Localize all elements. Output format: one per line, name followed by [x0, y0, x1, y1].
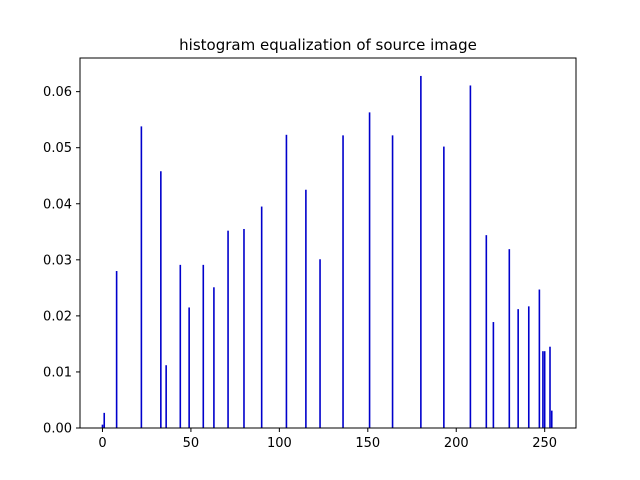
x-tick-label: 200 — [444, 436, 469, 451]
plot-frame — [79, 57, 577, 429]
histogram-bar — [140, 126, 143, 428]
y-tick-label: 0.02 — [43, 309, 72, 324]
histogram-bar — [101, 424, 104, 428]
histogram-bar — [485, 235, 488, 428]
y-tick-label: 0.06 — [43, 85, 72, 100]
y-tick-label: 0.03 — [43, 253, 72, 268]
histogram-bar — [550, 410, 553, 428]
y-tick-label: 0.04 — [43, 197, 72, 212]
histogram-bar — [543, 351, 546, 428]
histogram-bar — [549, 346, 551, 428]
histogram-bar — [305, 189, 307, 428]
histogram-bar — [492, 322, 495, 428]
histogram-bar — [342, 135, 344, 429]
histogram-bar — [508, 249, 511, 428]
histogram-bar — [179, 264, 182, 428]
bars-group — [101, 75, 553, 429]
histogram-bar — [243, 228, 245, 428]
x-tick-label: 250 — [532, 436, 557, 451]
histogram-bar — [391, 135, 394, 429]
chart-title: histogram equalization of source image — [179, 36, 477, 54]
y-tick-label: 0.00 — [43, 422, 72, 437]
histogram-bar — [213, 287, 215, 428]
histogram-bar — [285, 134, 288, 429]
histogram-bar — [443, 146, 445, 428]
y-tick-label: 0.05 — [43, 141, 72, 156]
x-tick-label: 100 — [267, 436, 292, 451]
histogram-bar — [188, 307, 190, 428]
histogram-bar — [469, 85, 472, 428]
histogram-bar — [538, 289, 541, 428]
histogram-bar — [165, 365, 167, 428]
histogram-bar — [527, 306, 530, 428]
histogram-bar — [103, 412, 106, 428]
histogram-bar — [420, 75, 422, 428]
histogram-bar — [319, 259, 321, 428]
histogram-bar — [260, 206, 263, 428]
y-axis: 0.00 0.01 0.02 0.03 0.04 0.05 0.06 — [43, 85, 80, 437]
x-tick-label: 50 — [183, 436, 200, 451]
y-tick-label: 0.01 — [43, 365, 72, 380]
histogram-bar — [542, 351, 544, 428]
histogram-bar — [202, 264, 205, 428]
histogram-bar — [115, 271, 118, 428]
histogram-bar — [517, 309, 519, 428]
x-axis: 0 50 100 150 200 250 — [98, 428, 557, 451]
x-tick-label: 150 — [355, 436, 380, 451]
x-tick-label: 0 — [98, 436, 106, 451]
histogram-bar — [368, 112, 371, 428]
histogram-bar — [227, 230, 229, 428]
histogram-bar — [160, 171, 162, 429]
